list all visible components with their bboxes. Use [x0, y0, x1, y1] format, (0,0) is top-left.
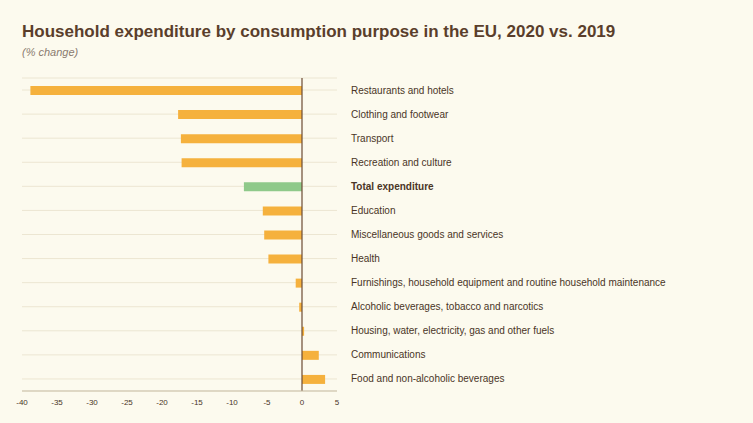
svg-text:0: 0 [300, 398, 305, 407]
svg-text:Clothing and footwear: Clothing and footwear [351, 109, 449, 120]
svg-text:-30: -30 [86, 398, 98, 407]
svg-text:Communications: Communications [351, 349, 425, 360]
svg-text:Transport: Transport [351, 133, 394, 144]
svg-text:Housing, water, electricity, g: Housing, water, electricity, gas and oth… [351, 325, 554, 336]
svg-text:Total expenditure: Total expenditure [351, 181, 434, 192]
svg-text:5: 5 [335, 398, 340, 407]
svg-text:-20: -20 [156, 398, 168, 407]
html-text:Household expenditure by consu: Household expenditure by consumption pur… [22, 22, 616, 41]
svg-text:Miscellaneous goods and servic: Miscellaneous goods and services [351, 229, 503, 240]
svg-text:Alcoholic beverages, tobacco a: Alcoholic beverages, tobacco and narcoti… [351, 301, 543, 312]
svg-text:-10: -10 [226, 398, 238, 407]
svg-text:Recreation and culture: Recreation and culture [351, 157, 452, 168]
svg-text:-25: -25 [121, 398, 133, 407]
svg-text:Furnishings, household equipme: Furnishings, household equipment and rou… [351, 277, 666, 288]
svg-text:Health: Health [351, 253, 380, 264]
svg-text:-40: -40 [16, 398, 28, 407]
svg-text:-35: -35 [51, 398, 63, 407]
svg-text:Food and non-alcoholic beverag: Food and non-alcoholic beverages [351, 373, 504, 384]
svg-text:-15: -15 [191, 398, 203, 407]
svg-text:-5: -5 [263, 398, 271, 407]
svg-text:Education: Education [351, 205, 395, 216]
html-text:(% change): (% change) [22, 46, 79, 58]
svg-text:Restaurants and hotels: Restaurants and hotels [351, 85, 454, 96]
